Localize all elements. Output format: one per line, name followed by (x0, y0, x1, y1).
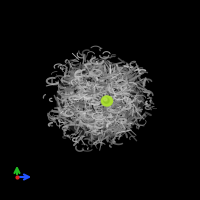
Ellipse shape (102, 96, 112, 106)
Ellipse shape (57, 61, 143, 139)
Ellipse shape (104, 98, 109, 103)
Ellipse shape (104, 98, 107, 101)
